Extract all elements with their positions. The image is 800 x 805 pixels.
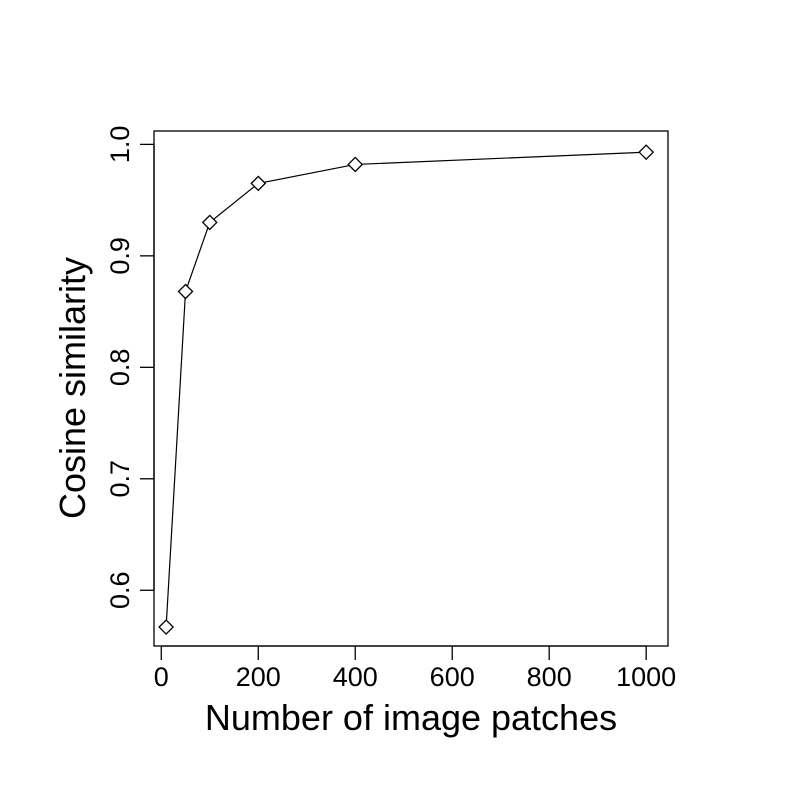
x-axis-title: Number of image patches bbox=[205, 697, 617, 738]
x-tick-label: 200 bbox=[236, 662, 281, 692]
series-layer bbox=[158, 144, 655, 635]
y-axis-title: Cosine similarity bbox=[52, 257, 93, 519]
x-tick-label: 800 bbox=[527, 662, 572, 692]
data-point-marker bbox=[201, 214, 218, 231]
y-tick-label: 0.7 bbox=[105, 460, 135, 498]
data-point-marker bbox=[177, 283, 194, 300]
data-point-marker bbox=[638, 144, 655, 161]
data-point-marker bbox=[158, 619, 175, 635]
y-tick-label: 0.6 bbox=[105, 571, 135, 609]
x-tick-label: 600 bbox=[430, 662, 475, 692]
y-tick-label: 0.9 bbox=[105, 237, 135, 275]
y-tick-label: 0.8 bbox=[105, 349, 135, 387]
data-point-marker bbox=[250, 175, 267, 192]
series-line bbox=[165, 151, 647, 628]
y-tick-label: 1.0 bbox=[105, 126, 135, 164]
x-axis: 0 200 400 600 800 1000 bbox=[154, 645, 676, 692]
y-axis: 0.6 0.7 0.8 0.9 1.0 bbox=[105, 126, 155, 609]
x-tick-label: 400 bbox=[333, 662, 378, 692]
x-tick-label: 0 bbox=[154, 662, 169, 692]
data-point-marker bbox=[347, 156, 364, 173]
plot-frame bbox=[153, 130, 669, 647]
x-tick-label: 1000 bbox=[616, 662, 676, 692]
